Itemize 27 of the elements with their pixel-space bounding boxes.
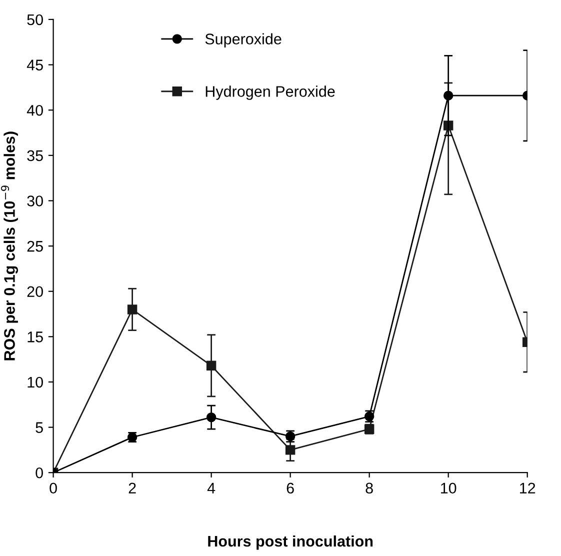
point [285, 445, 296, 455]
y-tick-label: 25 [27, 240, 43, 252]
x-tick-label: 10 [441, 482, 456, 494]
y-tick-label: 30 [27, 196, 43, 206]
x-tick-label: 2 [128, 482, 136, 494]
y-tick-label: 35 [27, 150, 43, 162]
y-tick-label: 45 [26, 60, 43, 70]
x-tick-label: 0 [50, 482, 57, 494]
x-tick-label: 4 [207, 482, 216, 494]
x-axis-title: Hours post inoculation [208, 535, 373, 550]
legend-label: Hydrogen Peroxide [206, 86, 335, 100]
point [206, 360, 216, 371]
legend-label: Superoxide [205, 33, 282, 48]
point [443, 90, 454, 100]
point [206, 412, 216, 422]
y-tick-label: 20 [27, 286, 43, 298]
x-tick-label: 12 [520, 482, 536, 494]
x-tick-label: 6 [286, 482, 294, 494]
y-tick-label: 40 [26, 104, 43, 116]
y-tick-label: 10 [28, 376, 43, 388]
point [127, 304, 138, 314]
y-tick-label: 15 [28, 332, 43, 342]
y-axis-title: ROS per 0.1g cells (10$^{−9}$ moles) [0, 132, 18, 360]
x-tick-label: 8 [366, 482, 373, 494]
y-tick-label: 0 [36, 467, 43, 478]
y-tick-label: 5 [36, 422, 43, 433]
y-tick-label: 50 [27, 14, 43, 26]
